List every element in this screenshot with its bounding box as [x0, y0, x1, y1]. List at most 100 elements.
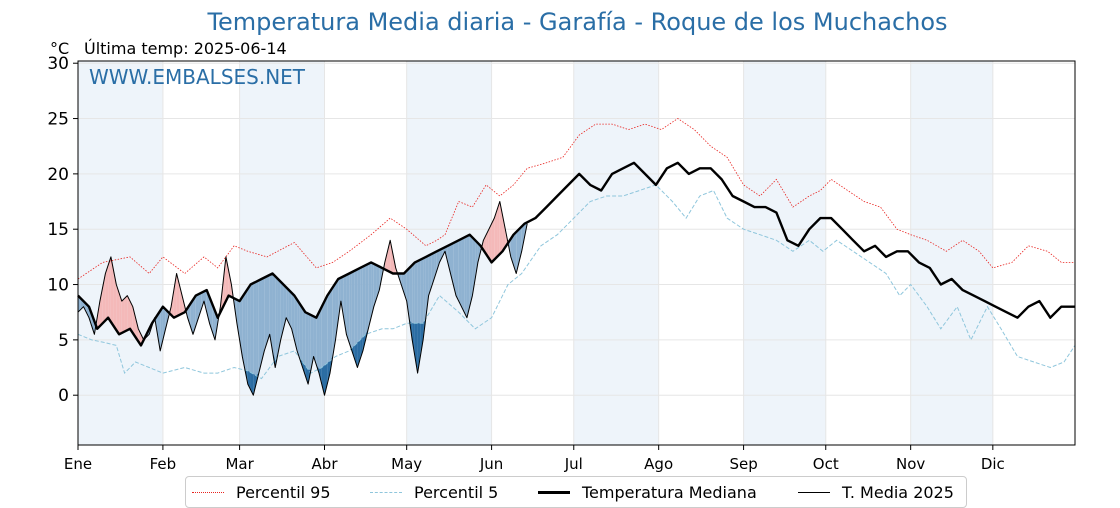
x-axis: Ene Feb Mar Abr May Jun Jul Ago Sep Oct Nov Dic [64, 445, 1005, 473]
cold-anomaly-fill [288, 290, 292, 329]
cold-anomaly-fill [277, 279, 281, 354]
last-temp-label: Última temp: 2025-06-14 [84, 39, 287, 58]
month-band-sep [743, 61, 826, 445]
legend-label-p95: Percentil 95 [236, 482, 331, 502]
cold-anomaly-fill [351, 270, 355, 360]
warm-anomaly-fill [127, 295, 131, 331]
extreme-cold-fill [327, 360, 330, 385]
legend-item-current: T. Media 2025 [798, 482, 954, 502]
warm-anomaly-fill [228, 270, 232, 297]
extreme-cold-fill [417, 323, 421, 374]
p5-swatch [370, 491, 402, 493]
cold-anomaly-fill [425, 255, 429, 318]
cold-anomaly-fill [305, 312, 309, 385]
warm-anomaly-fill [488, 223, 492, 263]
cold-anomaly-fill [190, 299, 194, 335]
cold-anomaly-fill [431, 252, 435, 288]
cold-anomaly-fill [297, 299, 300, 360]
legend-item-p5: Percentil 5 [370, 482, 498, 502]
extreme-cold-fill [321, 365, 325, 396]
cold-anomaly-fill [195, 294, 199, 327]
cold-anomaly-fill [360, 266, 363, 360]
y-tick-label-20: 20 [47, 165, 69, 185]
median-line [77, 161, 1075, 347]
chart-title: Temperatura Media diaria - Garafía - Roq… [207, 8, 948, 36]
cold-anomaly-fill [236, 299, 240, 340]
extreme-cold-fill [305, 365, 309, 385]
cold-anomaly-fill [461, 237, 465, 313]
cold-anomaly-fill [469, 234, 473, 307]
warm-anomaly-fill [135, 317, 139, 342]
warm-anomaly-fill [124, 295, 128, 332]
cold-anomaly-fill [266, 274, 270, 343]
warm-anomaly-fill [494, 209, 498, 260]
warm-anomaly-fill [173, 273, 177, 318]
x-tick-label-oct: Oct [813, 455, 839, 473]
cold-anomaly-fill [475, 240, 478, 280]
x-tick-label-jun: Jun [479, 455, 503, 473]
warm-anomaly-fill [105, 265, 109, 321]
legend-label-median: Temperatura Mediana [582, 482, 757, 502]
cold-anomaly-fill [450, 243, 454, 285]
cold-anomaly-fill [212, 303, 215, 340]
y-axis: 0 5 10 15 20 25 30 [47, 54, 78, 406]
month-band-nov [910, 61, 993, 445]
cold-anomaly-fill [373, 263, 377, 307]
cold-anomaly-fill [308, 313, 311, 385]
x-tick-label-sep: Sep [729, 455, 757, 473]
cold-anomaly-fill [203, 290, 207, 313]
warm-anomaly-fill [113, 270, 117, 331]
cold-anomaly-fill [286, 287, 289, 324]
legend-label-current: T. Media 2025 [842, 482, 954, 502]
cold-anomaly-fill [332, 283, 336, 357]
extreme-cold-fill [360, 337, 363, 360]
unit-label: °C [50, 39, 70, 58]
cold-anomaly-fill [247, 284, 251, 390]
x-tick-label-ene: Ene [64, 455, 92, 473]
cold-anomaly-fill [275, 276, 278, 368]
warm-anomaly-fill [491, 218, 495, 263]
warm-anomaly-fill [110, 256, 114, 327]
warm-anomaly-fill [497, 201, 500, 257]
y-tick-label-0: 0 [58, 386, 69, 406]
cold-anomaly-fill [253, 281, 257, 396]
cold-anomaly-fill [368, 262, 372, 329]
warm-anomaly-fill [387, 240, 391, 273]
x-tick-label-nov: Nov [896, 455, 925, 473]
y-tick-label-5: 5 [58, 331, 69, 351]
warm-anomaly-fill [119, 292, 122, 335]
percentile-95-line [77, 118, 1075, 280]
x-tick-label-dic: Dic [981, 455, 1005, 473]
warm-anomaly-fill [132, 306, 136, 338]
cold-anomaly-fill [376, 265, 380, 299]
cold-anomaly-fill [436, 249, 440, 271]
legend-item-median: Temperatura Mediana [538, 482, 757, 502]
extreme-cold-fill [420, 323, 424, 357]
cold-anomaly-fill [516, 229, 519, 274]
cold-anomaly-fill [453, 241, 456, 296]
cold-anomaly-fill [294, 295, 298, 351]
cold-anomaly-fill [313, 316, 317, 365]
cold-anomaly-fill [299, 303, 303, 368]
legend: Percentil 95 Percentil 5 Temperatura Med… [185, 476, 967, 508]
cold-anomaly-fill [283, 284, 287, 329]
cold-anomaly-fill [264, 276, 267, 351]
cold-anomaly-fill [261, 277, 265, 363]
cold-anomaly-fill [193, 295, 196, 335]
cold-anomaly-fill [365, 263, 369, 340]
warm-anomaly-fill [499, 201, 503, 255]
cold-anomaly-fill [447, 244, 451, 274]
x-tick-label-mar: Mar [225, 455, 254, 473]
y-tick-label-30: 30 [47, 54, 69, 74]
month-band-ene [78, 61, 163, 445]
cold-anomaly-fill [521, 223, 525, 252]
warm-anomaly-fill [176, 273, 180, 317]
warm-anomaly-fill [108, 256, 111, 322]
p95-swatch [192, 491, 224, 493]
cold-anomaly-fill [458, 238, 462, 307]
x-tick-label-feb: Feb [150, 455, 177, 473]
current-year-line [77, 201, 528, 396]
cold-anomaly-fill [78, 295, 81, 313]
warm-anomaly-fill [486, 229, 489, 259]
cold-anomaly-fill [362, 265, 366, 351]
